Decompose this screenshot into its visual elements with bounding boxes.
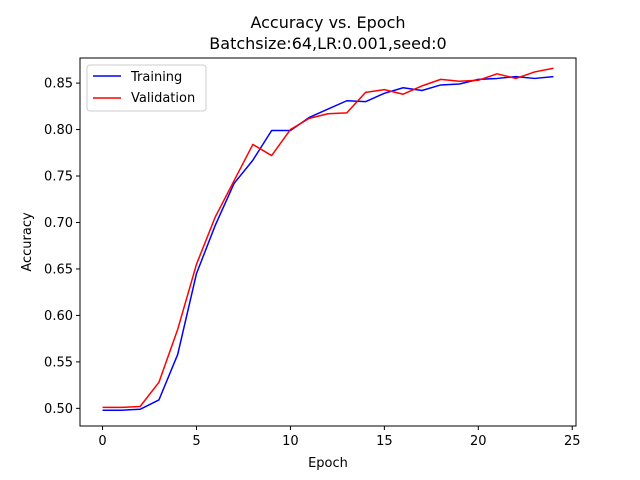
- y-tick-label: 0.60: [44, 309, 73, 324]
- legend-label-training: Training: [130, 70, 182, 85]
- y-tick-label: 0.80: [44, 123, 73, 138]
- x-axis: 0 5 10 15 20 25: [98, 426, 581, 449]
- plot-frame: [79, 57, 577, 427]
- series-line-validation: [102, 67, 554, 409]
- x-axis-label: Epoch: [308, 456, 348, 471]
- series-line-training: [102, 75, 554, 411]
- y-axis: 0.50 0.55 0.60 0.65 0.70 0.75 0.80 0.85: [44, 77, 80, 417]
- y-axis-label: Accuracy: [20, 212, 35, 272]
- x-tick-label: 20: [470, 434, 487, 449]
- y-tick-label: 0.55: [44, 355, 73, 370]
- y-tick-label: 0.70: [44, 216, 73, 231]
- chart-subtitle: Batchsize:64,LR:0.001,seed:0: [209, 34, 446, 53]
- plot-area: [102, 67, 554, 411]
- x-tick-label: 25: [564, 434, 581, 449]
- y-tick-label: 0.50: [44, 402, 73, 417]
- x-tick-label: 0: [98, 434, 106, 449]
- legend: Training Validation: [86, 64, 207, 112]
- x-tick-label: 10: [282, 434, 299, 449]
- y-tick-label: 0.75: [44, 170, 73, 185]
- x-tick-label: 5: [192, 434, 200, 449]
- x-tick-label: 15: [376, 434, 393, 449]
- y-tick-label: 0.65: [44, 262, 73, 277]
- y-tick-label: 0.85: [44, 77, 73, 92]
- chart-title: Accuracy vs. Epoch: [250, 13, 405, 32]
- legend-label-validation: Validation: [131, 91, 195, 106]
